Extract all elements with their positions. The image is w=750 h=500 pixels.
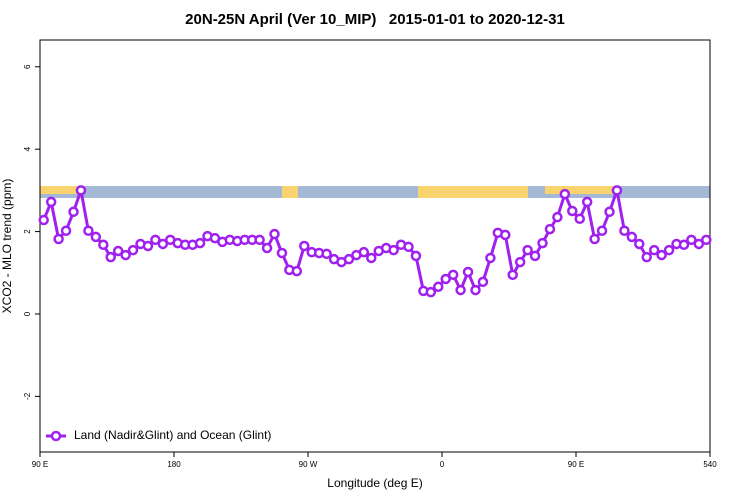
point	[589, 233, 600, 245]
point	[366, 252, 377, 264]
point	[701, 234, 712, 246]
point	[269, 228, 280, 240]
point	[462, 266, 474, 278]
x-axis-label: Longitude (deg E)	[327, 476, 422, 490]
point	[388, 244, 399, 256]
point	[604, 206, 615, 218]
legend-label: Land (Nadir&Glint) and Ocean (Glint)	[74, 428, 271, 442]
point	[150, 234, 161, 246]
point	[112, 245, 124, 257]
point	[53, 233, 64, 245]
point	[38, 214, 49, 226]
point	[648, 244, 660, 256]
point	[529, 250, 541, 262]
point	[261, 242, 273, 254]
point	[559, 188, 571, 200]
point	[98, 239, 109, 251]
point	[596, 225, 608, 237]
point	[410, 250, 422, 262]
point	[514, 256, 526, 268]
y-axis-label: XCO2 - MLO trend (ppm)	[0, 179, 14, 314]
plot-frame	[39, 39, 711, 453]
point	[90, 231, 102, 243]
point	[321, 248, 332, 260]
point	[611, 185, 623, 196]
point	[522, 244, 533, 256]
point	[455, 284, 466, 296]
point	[641, 251, 652, 263]
point	[157, 238, 169, 250]
point	[544, 223, 556, 235]
point	[477, 276, 489, 288]
x-tick-label: 90 E	[32, 460, 48, 469]
point	[663, 244, 675, 256]
point	[440, 273, 451, 285]
x-tick-label: 90 W	[299, 460, 318, 469]
point	[693, 238, 705, 250]
point	[537, 237, 548, 249]
y-tick-label: 2	[23, 229, 32, 234]
point	[686, 234, 697, 246]
y-tick-label: 4	[23, 146, 32, 151]
point	[105, 251, 116, 263]
point	[358, 246, 370, 258]
point	[127, 244, 139, 256]
point	[120, 249, 131, 261]
point	[552, 211, 563, 223]
point	[291, 265, 303, 277]
point	[75, 185, 87, 196]
point	[634, 238, 645, 250]
x-tick-label: 180	[167, 460, 181, 469]
point	[343, 253, 355, 265]
point	[678, 239, 690, 251]
point	[142, 240, 154, 252]
point	[60, 225, 72, 237]
x-tick-label: 540	[703, 460, 717, 469]
point	[299, 240, 310, 252]
point	[567, 205, 578, 217]
y-tick-label: 0	[23, 311, 32, 316]
point	[447, 269, 459, 281]
point	[403, 241, 414, 253]
point	[276, 247, 288, 259]
point	[485, 252, 496, 264]
point	[619, 225, 630, 237]
point	[507, 269, 518, 281]
point	[254, 234, 265, 246]
point	[470, 284, 481, 296]
point	[83, 225, 94, 237]
point	[500, 229, 511, 241]
chart-title: 20N-25N April (Ver 10_MIP) 2015-01-01 to…	[185, 11, 565, 28]
land-ocean-strip	[40, 186, 710, 198]
point	[194, 237, 206, 249]
point	[45, 196, 57, 208]
point	[68, 206, 79, 218]
point	[656, 249, 667, 261]
point	[581, 196, 593, 208]
x-tick-label: 0	[440, 460, 445, 469]
point	[626, 231, 638, 243]
y-tick-label: -2	[23, 392, 32, 400]
x-tick-label: 90 E	[568, 460, 584, 469]
legend-marker	[50, 430, 62, 442]
point	[433, 281, 444, 293]
y-tick-label: 6	[23, 64, 32, 69]
point	[425, 286, 437, 298]
point	[574, 213, 585, 225]
